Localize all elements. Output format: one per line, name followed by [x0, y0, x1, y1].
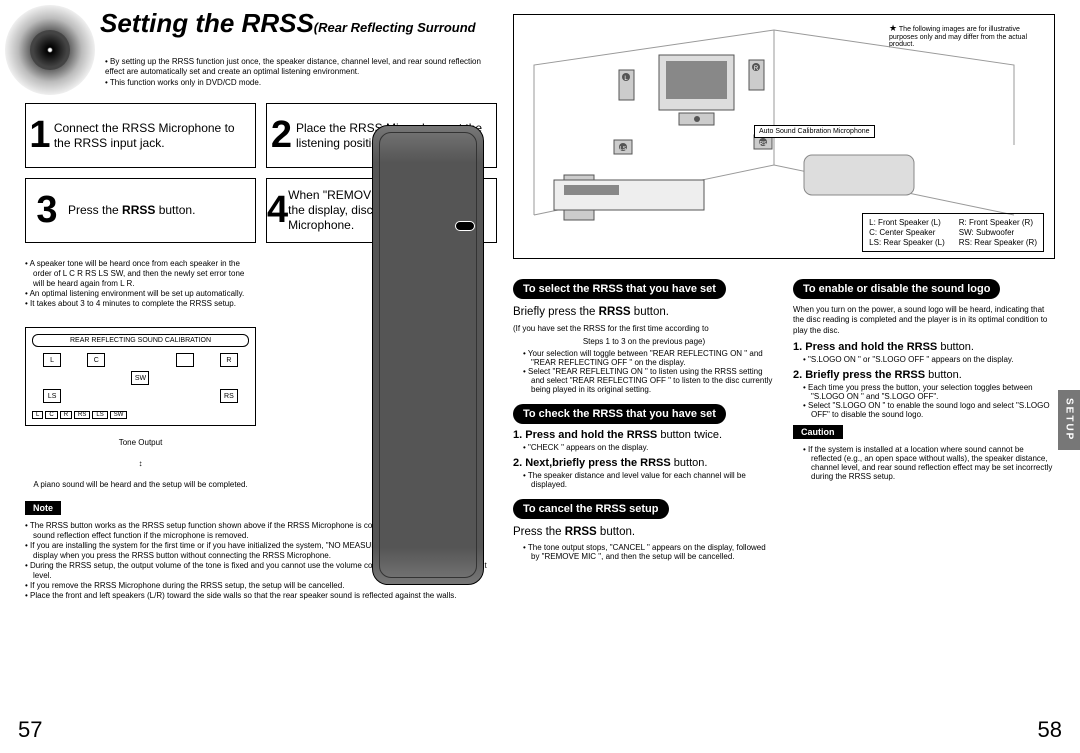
- check-item-2: 2. Next,briefly press the RRSS button.: [513, 457, 775, 469]
- svg-text:R: R: [754, 66, 759, 72]
- logo-item-1: 1. Press and hold the RRSS button.: [793, 341, 1055, 353]
- section-title-cancel: To cancel the RRSS setup: [513, 499, 669, 519]
- cal-arrow: ↕: [25, 459, 256, 468]
- step-number: 4: [267, 189, 288, 232]
- list-item: "CHECK " appears on the display.: [523, 443, 775, 452]
- calibration-box: REAR REFLECTING SOUND CALIBRATION L C R …: [25, 327, 256, 426]
- list-item: The tone output stops, "CANCEL " appears…: [523, 543, 775, 561]
- list-item: "S.LOGO ON " or "S.LOGO OFF " appears on…: [803, 355, 1055, 364]
- step-number: 1: [26, 114, 54, 157]
- speaker-decor-icon: [5, 5, 95, 95]
- intro-item: By setting up the RRSS function just onc…: [105, 57, 497, 78]
- page-title: Setting the RRSS(Rear Reflecting Surroun…: [25, 10, 497, 51]
- remote-illustration: [372, 125, 484, 585]
- intro-bullets: By setting up the RRSS function just onc…: [105, 57, 497, 88]
- step-1: 1 Connect the RRSS Microphone to the RRS…: [25, 103, 256, 168]
- logo-intro: When you turn on the power, a sound logo…: [793, 305, 1055, 336]
- logo-item-2: 2. Briefly press the RRSS button.: [793, 369, 1055, 381]
- step-number: 2: [267, 114, 296, 157]
- list-item: Your selection will toggle between "REAR…: [523, 349, 775, 367]
- section-title-check: To check the RRSS that you have set: [513, 404, 726, 424]
- step-3: 3 Press the RRSS button.: [25, 178, 256, 243]
- caution-label: Caution: [793, 425, 843, 439]
- mic-label: Auto Sound Calibration Microphone: [754, 125, 875, 138]
- intro-item: This function works only in DVD/CD mode.: [105, 78, 497, 88]
- cal-legend: L C R RS LS SW: [32, 411, 249, 419]
- cal-caption: Tone Output: [25, 438, 256, 447]
- section-select-sub: (If you have set the RRSS for the first …: [513, 324, 775, 334]
- list-item: Place the front and left speakers (L/R) …: [25, 591, 497, 601]
- list-item: Each time you press the button, your sel…: [803, 383, 1055, 401]
- step-text: Press the RRSS button.: [68, 203, 201, 218]
- note-label: Note: [25, 501, 61, 515]
- cal-caption: A piano sound will be heard and the setu…: [25, 480, 256, 489]
- page-number-right: 58: [1038, 717, 1062, 743]
- right-page: ★ The following images are for illustrat…: [505, 0, 1080, 753]
- rrss-button-icon: [455, 221, 475, 231]
- room-diagram: ★ The following images are for illustrat…: [513, 14, 1055, 259]
- section-select-action: Briefly press the RRSS button.: [513, 305, 775, 321]
- page-number-left: 57: [18, 717, 42, 743]
- section-title-select: To select the RRSS that you have set: [513, 279, 726, 299]
- list-item: If the system is installed at a location…: [803, 445, 1055, 481]
- svg-text:RS: RS: [760, 141, 768, 147]
- step-text: Connect the RRSS Microphone to the RRSS …: [54, 121, 255, 151]
- speaker-legend: L: Front Speaker (L)R: Front Speaker (R)…: [862, 213, 1044, 252]
- list-item: The speaker distance and level value for…: [523, 471, 775, 489]
- list-item: Select "S.LOGO ON " to enable the sound …: [803, 401, 1055, 419]
- step3-notes: A speaker tone will be heard once from e…: [25, 259, 256, 309]
- side-tab-setup: SETUP: [1058, 390, 1080, 450]
- list-item: It takes about 3 to 4 minutes to complet…: [25, 299, 256, 309]
- section-select-bullets: Your selection will toggle between "REAR…: [513, 349, 775, 394]
- cal-grid: L C R SW LS RS: [32, 353, 249, 403]
- svg-text:LS: LS: [620, 146, 627, 152]
- section-title-logo: To enable or disable the sound logo: [793, 279, 1000, 299]
- step-number: 3: [26, 189, 68, 232]
- list-item: Select "REAR REFLELTING ON " to listen u…: [523, 367, 775, 394]
- section-select-sub2: Steps 1 to 3 on the previous page): [513, 337, 775, 347]
- cal-title: REAR REFLECTING SOUND CALIBRATION: [32, 334, 249, 347]
- title-main: Setting the RRSS: [100, 8, 314, 38]
- list-item: An optimal listening environment will be…: [25, 289, 256, 299]
- section-cancel-action: Press the RRSS button.: [513, 525, 775, 541]
- left-page: Setting the RRSS(Rear Reflecting Surroun…: [0, 0, 505, 753]
- check-item-1: 1. Press and hold the RRSS button twice.: [513, 429, 775, 441]
- list-item: A speaker tone will be heard once from e…: [25, 259, 256, 289]
